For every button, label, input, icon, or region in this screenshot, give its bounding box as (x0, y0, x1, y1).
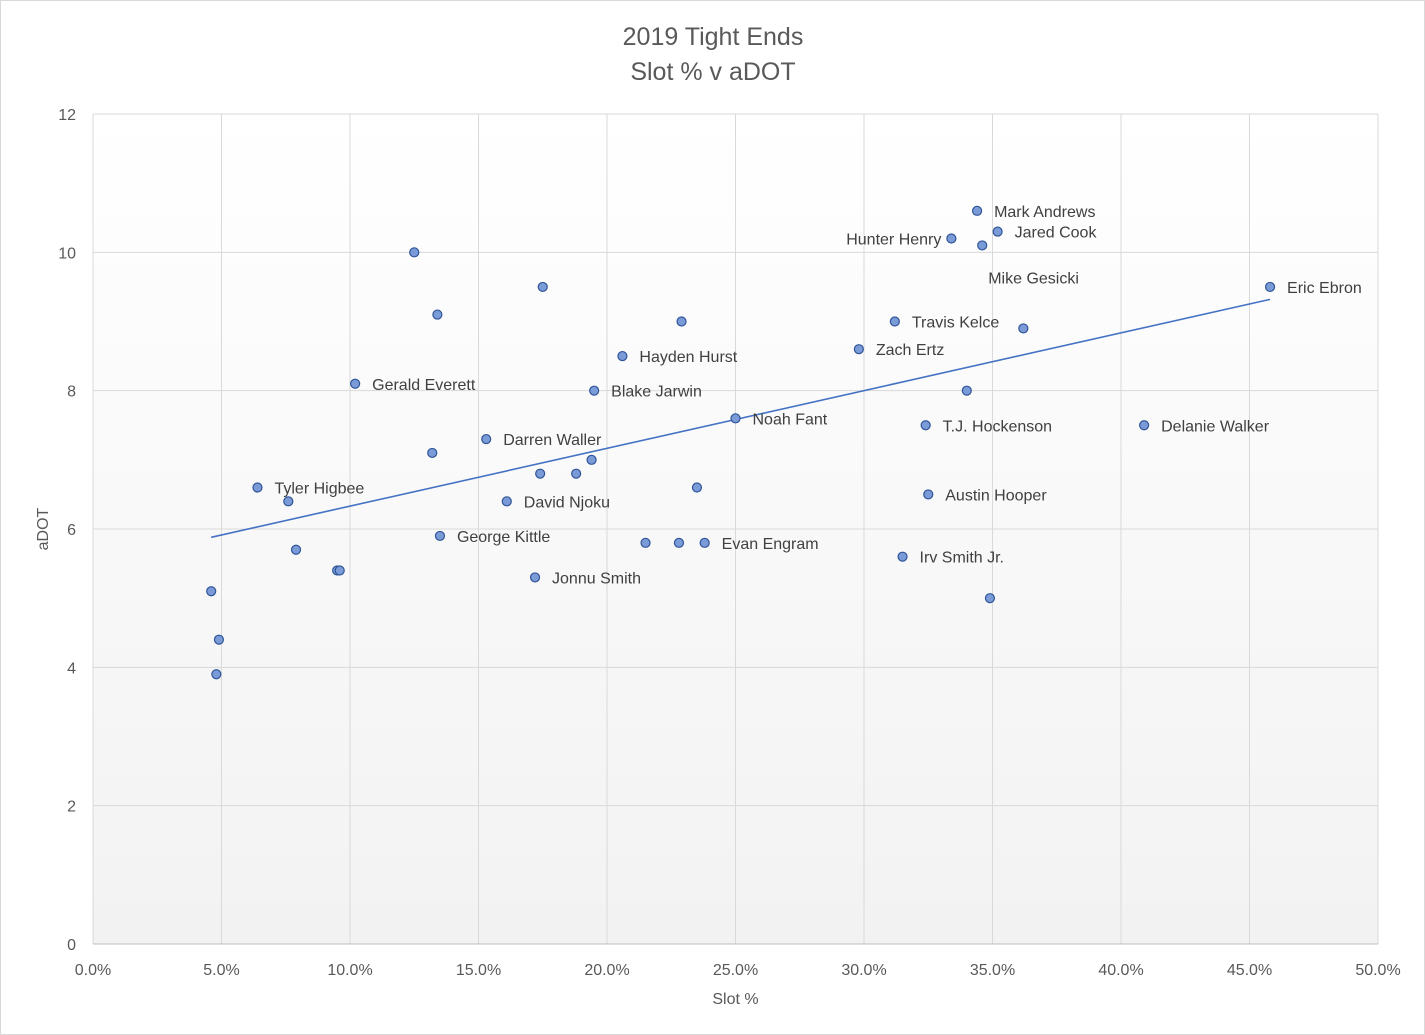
chart-title-line: Slot % v aDOT (630, 58, 795, 86)
point-label: Noah Fant (753, 411, 828, 428)
data-point (977, 240, 988, 251)
data-point (673, 537, 685, 548)
data-point (213, 634, 225, 645)
data-point (427, 447, 438, 459)
point-label: Zach Ertz (876, 342, 944, 359)
point-label: Hunter Henry (846, 232, 941, 249)
point-label: Jared Cook (1015, 225, 1098, 242)
data-point (853, 344, 864, 355)
data-point (992, 226, 1003, 237)
point-label: Delanie Walker (1161, 418, 1270, 435)
data-point (730, 413, 741, 424)
point-label: Mike Gesicki (988, 270, 1079, 287)
x-tick-label: 35.0% (970, 962, 1015, 979)
point-labels-layer: Mark Andrews Jared Cook Hunter Henry Mike G… (274, 204, 1361, 588)
y-tick-label: 8 (67, 384, 76, 401)
point-label: Blake Jarwin (611, 384, 702, 401)
data-point (897, 551, 908, 562)
data-point (586, 454, 597, 465)
y-tick-label: 6 (67, 522, 76, 539)
point-label: David Njoku (524, 494, 610, 511)
x-tick-label: 0.0% (75, 962, 111, 979)
point-label: Darren Waller (503, 432, 602, 449)
x-tick-label: 40.0% (1098, 962, 1143, 979)
data-point (946, 233, 957, 244)
y-tick-label: 0 (67, 937, 76, 954)
data-point (699, 537, 710, 548)
x-tick-label: 25.0% (713, 962, 758, 979)
data-point (283, 496, 294, 507)
data-point (211, 669, 222, 680)
data-point (1139, 420, 1150, 431)
data-point (923, 489, 934, 500)
data-point (290, 544, 302, 555)
data-point (971, 205, 983, 216)
point-label: Jonnu Smith (552, 570, 641, 587)
point-label: Evan Engram (722, 536, 819, 553)
y-tick-label: 10 (58, 245, 76, 262)
point-label: Mark Andrews (994, 204, 1095, 221)
point-label: Austin Hooper (945, 487, 1047, 504)
points-layer (206, 205, 1276, 680)
gridlines (92, 113, 1379, 945)
point-label: George Kittle (457, 529, 550, 546)
data-point (920, 420, 931, 431)
data-point (984, 593, 996, 604)
y-tick-label: 12 (58, 107, 76, 124)
point-label: Tyler Higbee (274, 481, 364, 498)
data-point (691, 482, 703, 493)
point-label: T.J. Hockenson (943, 418, 1052, 435)
y-tick-label: 2 (67, 799, 76, 816)
point-label: Irv Smith Jr. (920, 550, 1004, 567)
data-point (409, 247, 420, 258)
trendline (211, 298, 1271, 539)
x-axis-title: Slot % (712, 991, 758, 1008)
data-point (434, 530, 446, 542)
axes: 0.0% 5.0% 10.0% 15.0% 20.0% 25.0% 30.0% 35.0% 40… (35, 107, 1401, 1008)
data-point (501, 496, 512, 507)
data-point (589, 385, 600, 396)
point-label: Hayden Hurst (639, 349, 737, 366)
data-point (529, 572, 541, 583)
data-point (206, 586, 217, 597)
trendline-layer (211, 298, 1271, 539)
data-point (537, 281, 548, 293)
chart-title: 2019 Tight Ends Slot % v aDOT (623, 23, 804, 86)
x-tick-label: 45.0% (1227, 962, 1272, 979)
point-label: Travis Kelce (912, 315, 1000, 332)
data-point (1264, 281, 1276, 293)
x-tick-label: 5.0% (203, 962, 239, 979)
data-point (432, 309, 443, 320)
x-tick-label: 20.0% (584, 962, 629, 979)
chart-title-line: 2019 Tight Ends (623, 23, 804, 51)
data-point (889, 316, 900, 327)
data-point (676, 316, 687, 327)
data-point (961, 385, 972, 396)
data-point (617, 350, 628, 362)
data-point (334, 565, 345, 576)
x-tick-label: 15.0% (456, 962, 501, 979)
x-tick-label: 50.0% (1355, 962, 1400, 979)
data-point (535, 468, 546, 479)
data-point (571, 468, 582, 479)
point-label: Gerald Everett (372, 377, 476, 394)
x-tick-label: 30.0% (841, 962, 886, 979)
data-point (1018, 323, 1029, 334)
data-point (640, 537, 651, 548)
point-label: Eric Ebron (1287, 280, 1362, 297)
data-point (252, 482, 263, 493)
data-point (350, 378, 361, 389)
data-point (481, 433, 492, 445)
y-tick-label: 4 (67, 660, 76, 677)
x-tick-label: 10.0% (327, 962, 372, 979)
y-axis-title: aDOT (35, 507, 52, 550)
